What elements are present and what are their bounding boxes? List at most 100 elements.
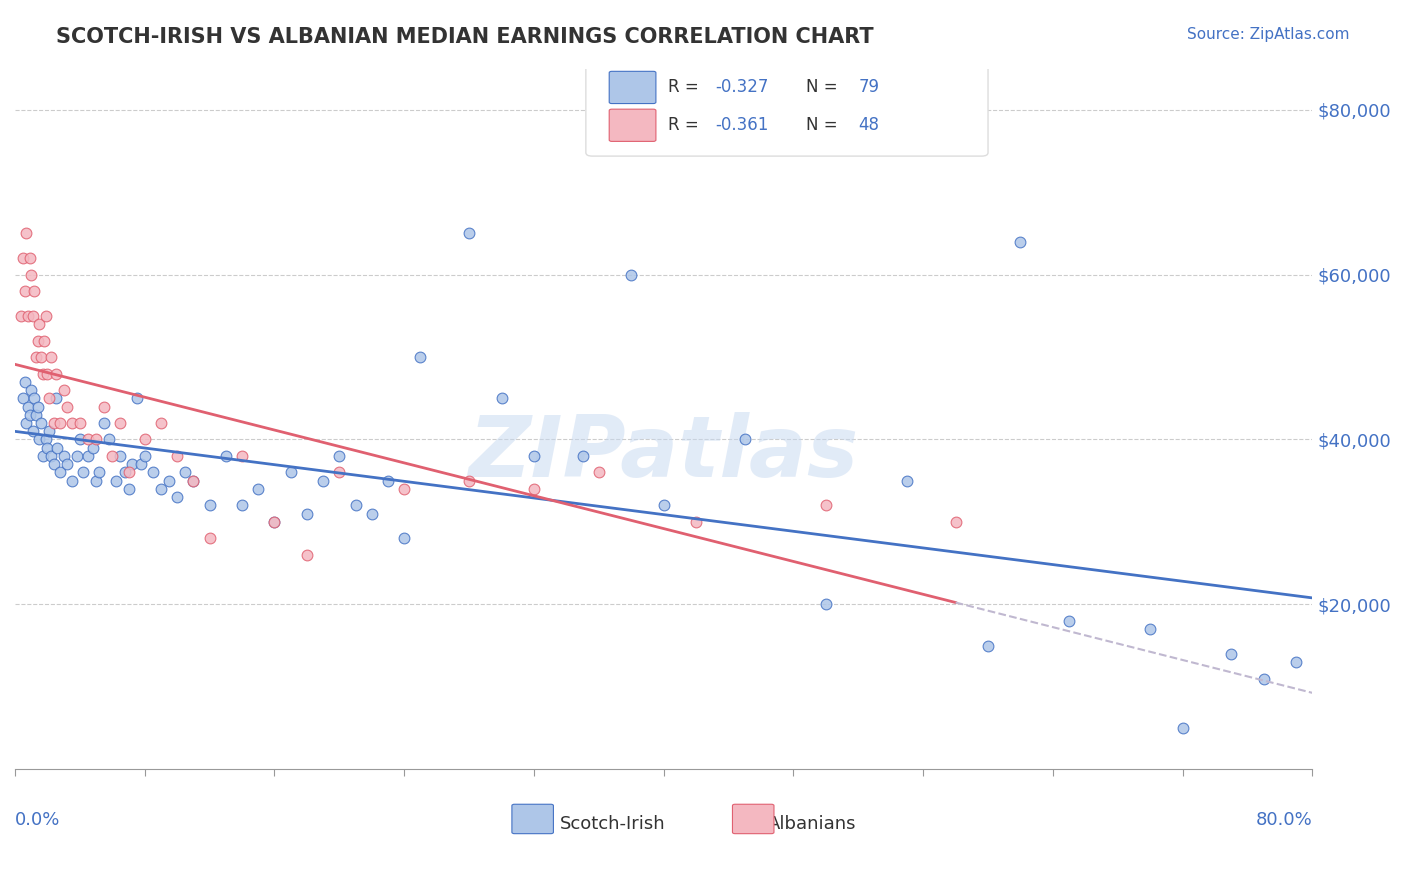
Point bbox=[38, 424, 60, 438]
Point bbox=[149, 482, 172, 496]
Text: 48: 48 bbox=[858, 116, 879, 135]
Point bbox=[945, 515, 967, 529]
Point bbox=[17, 309, 39, 323]
Point bbox=[101, 449, 124, 463]
Point bbox=[198, 532, 221, 546]
Point bbox=[10, 309, 32, 323]
Point bbox=[18, 408, 41, 422]
Point bbox=[39, 449, 62, 463]
Point bbox=[121, 457, 143, 471]
Point bbox=[110, 416, 132, 430]
Point bbox=[1057, 614, 1080, 628]
Text: 79: 79 bbox=[858, 78, 879, 96]
Point bbox=[56, 457, 79, 471]
Point bbox=[31, 449, 53, 463]
Point bbox=[21, 309, 44, 323]
Point bbox=[131, 457, 153, 471]
Text: SCOTCH-IRISH VS ALBANIAN MEDIAN EARNINGS CORRELATION CHART: SCOTCH-IRISH VS ALBANIAN MEDIAN EARNINGS… bbox=[56, 27, 875, 46]
FancyBboxPatch shape bbox=[512, 805, 554, 834]
Point bbox=[46, 441, 69, 455]
Point bbox=[72, 466, 94, 480]
Point bbox=[157, 474, 180, 488]
Point bbox=[27, 334, 49, 348]
Point bbox=[360, 507, 382, 521]
Point bbox=[134, 433, 156, 447]
Point bbox=[142, 466, 165, 480]
Point bbox=[98, 433, 121, 447]
Point bbox=[37, 441, 59, 455]
Point bbox=[231, 449, 253, 463]
Text: Scotch-Irish: Scotch-Irish bbox=[560, 814, 665, 833]
Point bbox=[231, 499, 253, 513]
Point bbox=[409, 350, 432, 364]
Point bbox=[89, 466, 111, 480]
FancyBboxPatch shape bbox=[586, 62, 988, 156]
Point bbox=[1220, 647, 1243, 661]
Point bbox=[35, 433, 58, 447]
Point bbox=[183, 474, 205, 488]
Point bbox=[15, 416, 38, 430]
Point bbox=[82, 441, 104, 455]
FancyBboxPatch shape bbox=[609, 109, 657, 142]
Text: R =: R = bbox=[668, 78, 703, 96]
Point bbox=[523, 449, 546, 463]
Point bbox=[45, 367, 67, 381]
Point bbox=[65, 449, 87, 463]
Point bbox=[28, 317, 51, 331]
Point bbox=[814, 499, 837, 513]
Point bbox=[571, 449, 593, 463]
Point bbox=[588, 466, 610, 480]
Point bbox=[25, 408, 48, 422]
Point bbox=[18, 251, 41, 265]
Point bbox=[114, 466, 136, 480]
Point bbox=[49, 466, 72, 480]
Point bbox=[60, 416, 83, 430]
Point bbox=[28, 433, 51, 447]
Point bbox=[377, 474, 399, 488]
Text: -0.361: -0.361 bbox=[716, 116, 769, 135]
Point bbox=[49, 416, 72, 430]
Point bbox=[174, 466, 197, 480]
Point bbox=[814, 598, 837, 612]
Point bbox=[896, 474, 918, 488]
Point bbox=[328, 466, 350, 480]
Point bbox=[24, 391, 46, 405]
Point bbox=[20, 268, 42, 282]
Point bbox=[24, 284, 46, 298]
Point bbox=[60, 474, 83, 488]
Point bbox=[149, 416, 172, 430]
Point bbox=[42, 457, 65, 471]
Text: -0.327: -0.327 bbox=[716, 78, 769, 96]
Text: 80.0%: 80.0% bbox=[1256, 811, 1312, 830]
Point bbox=[37, 367, 59, 381]
Point bbox=[11, 391, 34, 405]
Point bbox=[134, 449, 156, 463]
Point bbox=[1010, 235, 1032, 249]
Point bbox=[1285, 655, 1308, 669]
Point bbox=[458, 227, 481, 241]
Point bbox=[20, 383, 42, 397]
Point bbox=[1139, 622, 1161, 636]
Text: Source: ZipAtlas.com: Source: ZipAtlas.com bbox=[1187, 27, 1350, 42]
Point bbox=[117, 482, 139, 496]
Point bbox=[17, 400, 39, 414]
Point bbox=[166, 449, 188, 463]
Point bbox=[84, 433, 107, 447]
Text: N =: N = bbox=[807, 116, 844, 135]
Point bbox=[977, 639, 1000, 653]
Point bbox=[215, 449, 238, 463]
Point bbox=[1253, 672, 1275, 686]
Point bbox=[312, 474, 335, 488]
Point bbox=[14, 375, 37, 389]
Point bbox=[69, 416, 91, 430]
Point bbox=[27, 400, 49, 414]
Point bbox=[652, 499, 675, 513]
Point bbox=[14, 284, 37, 298]
Point bbox=[45, 391, 67, 405]
Point bbox=[42, 416, 65, 430]
Point bbox=[77, 449, 100, 463]
Point bbox=[38, 391, 60, 405]
FancyBboxPatch shape bbox=[733, 805, 773, 834]
Point bbox=[77, 433, 100, 447]
Point bbox=[117, 466, 139, 480]
